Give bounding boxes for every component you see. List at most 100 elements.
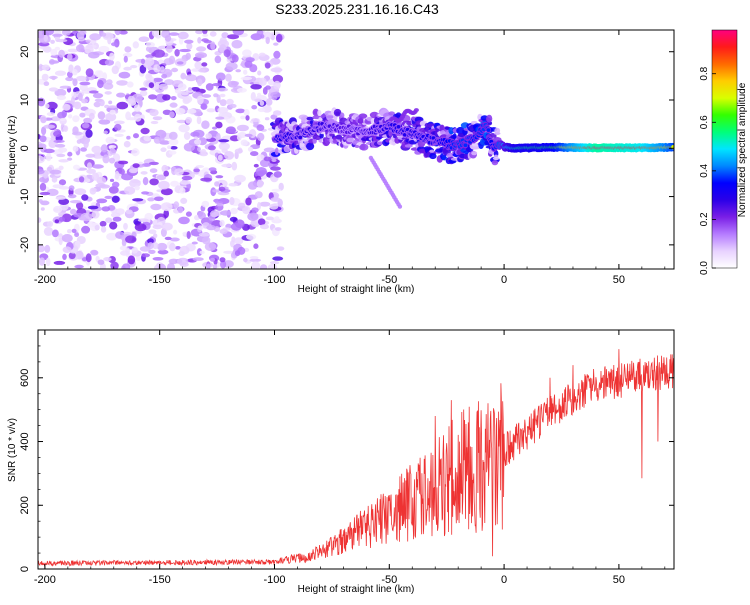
spectrogram-noise-blob	[123, 140, 131, 148]
spectrogram-noise-blob	[152, 77, 163, 82]
spectrogram-noise-blob	[254, 98, 263, 103]
spectrogram-noise-blob	[226, 98, 234, 105]
spectrogram-noise-blob	[145, 46, 152, 52]
spectrogram-noise-blob	[83, 117, 93, 124]
spectrogram-noise-blob	[133, 113, 142, 122]
spectrogram-noise-blob	[223, 250, 234, 254]
spectrogram-noise-blob	[160, 66, 165, 73]
spectrogram-noise-blob	[164, 79, 175, 86]
spectrogram-noise-blob	[258, 77, 267, 87]
spectrogram-noise-blob	[131, 247, 138, 254]
spectrogram-noise-blob	[58, 216, 66, 222]
snr-x-tick-label: 50	[613, 574, 625, 586]
spectrogram-noise-blob	[223, 151, 235, 160]
spectrogram-noise-blob	[152, 224, 163, 230]
spectrogram-noise-blob	[179, 180, 192, 185]
spectrogram-ridge-core	[402, 133, 407, 137]
spectrogram-noise-blob	[41, 126, 47, 136]
spectrogram-noise-blob	[58, 165, 64, 170]
spectrogram-noise-blob	[217, 154, 223, 161]
spectrogram-noise-blob	[81, 225, 91, 234]
spectrogram-noise-blob	[81, 98, 88, 104]
spectrogram-noise-blob	[162, 109, 172, 116]
spectrogram-noise-blob	[38, 155, 45, 164]
spectrogram-noise-blob	[201, 120, 210, 129]
spectrogram-noise-blob	[142, 177, 149, 186]
spectrogram-noise-blob	[126, 135, 131, 140]
snr-panel: -200 -150 -100 -50 0 50 0 200 400 600 Height of …	[7, 329, 675, 595]
spectrogram-noise-blob	[74, 264, 84, 269]
spectrogram-x-tick-label: 50	[613, 274, 625, 286]
spectrogram-noise-blob	[116, 92, 126, 98]
spectrogram-noise-blob	[273, 50, 281, 59]
spectrogram-noise-blob	[72, 145, 79, 152]
spectrogram-noise-blob	[162, 94, 171, 101]
spectrogram-noise-blob	[218, 142, 230, 151]
spectrogram-noise-blob	[78, 176, 85, 183]
spectrogram-noise-blob	[190, 131, 200, 137]
spectrogram-noise-blob	[40, 207, 45, 211]
spectrogram-noise-blob	[143, 60, 152, 68]
spectrogram-noise-blob	[163, 170, 169, 177]
spectrogram-noise-blob	[269, 203, 279, 210]
spectrogram-noise-blob	[65, 76, 74, 82]
spectrogram-noise-blob	[85, 129, 93, 138]
spectrogram-noise-blob	[52, 33, 63, 37]
spectrogram-noise-blob	[108, 186, 119, 194]
snr-x-tick-label: -200	[34, 574, 56, 586]
spectrogram-noise-blob	[200, 177, 213, 182]
spectrogram-noise-blob	[170, 146, 178, 150]
spectrogram-noise-blob	[111, 42, 118, 47]
spectrogram-noise-blob	[109, 109, 116, 115]
spectrogram-noise-blob	[169, 242, 176, 252]
spectrogram-noise-blob	[196, 116, 202, 125]
spectrogram-noise-blob	[198, 68, 206, 73]
spectrogram-noise-blob	[150, 203, 162, 211]
spectrogram-noise-blob	[167, 145, 172, 149]
spectrogram-noise-blob	[218, 139, 230, 143]
spectrogram-noise-blob	[97, 79, 104, 89]
spectrogram-noise-blob	[198, 232, 210, 237]
spectrogram-noise-blob	[68, 252, 76, 260]
spectrogram-noise-blob	[54, 46, 61, 51]
snr-x-tick-label: -100	[263, 574, 285, 586]
spectrogram-noise-blob	[43, 81, 50, 86]
spectrogram-x-tick-label: -150	[149, 274, 171, 286]
spectrogram-noise-blob	[174, 49, 180, 57]
spectrogram-noise-blob	[124, 186, 136, 195]
spectrogram-noise-blob	[255, 167, 267, 176]
spectrogram-band-cell	[388, 111, 395, 116]
spectrogram-noise-blob	[229, 103, 237, 109]
spectrogram-frame	[37, 29, 675, 270]
spectrogram-band-cell	[470, 146, 481, 150]
spectrogram-noise-blob	[160, 147, 167, 152]
spectrogram-noise-blob	[247, 181, 258, 190]
spectrogram-noise-blob	[193, 168, 200, 173]
spectrogram-noise-blob	[116, 101, 129, 110]
spectrogram-noise-blob	[135, 255, 141, 261]
spectrogram-noise-blob	[43, 124, 56, 129]
spectrogram-noise-blob	[53, 260, 66, 265]
spectrogram-noise-blob	[149, 178, 159, 186]
spectrogram-noise-blob	[180, 91, 189, 96]
spectrogram-noise-blob	[141, 191, 150, 195]
spectrogram-noise-blob	[55, 196, 66, 200]
spectrogram-noise-blob	[202, 167, 211, 174]
spectrogram-noise-blob	[264, 62, 271, 69]
spectrogram-noise-blob	[114, 133, 124, 137]
snr-y-tick-label: 400	[19, 432, 31, 450]
spectrogram-noise-blob	[223, 49, 231, 58]
spectrogram-noise-blob	[219, 99, 227, 107]
spectrogram-noise-blob	[260, 224, 269, 230]
spectrogram-noise-blob	[145, 73, 153, 81]
spectrogram-noise-blob	[151, 30, 160, 38]
spectrogram-band-cell	[377, 141, 383, 146]
spectrogram-noise-blob	[273, 216, 280, 222]
spectrogram-noise-blob	[221, 32, 229, 39]
spectrogram-noise-blob	[173, 201, 180, 209]
spectrogram-noise-blob	[139, 246, 151, 252]
spectrogram-noise-blob	[202, 94, 212, 98]
spectrogram-noise-blob	[173, 229, 178, 235]
spectrogram-noise-blob	[251, 261, 261, 269]
